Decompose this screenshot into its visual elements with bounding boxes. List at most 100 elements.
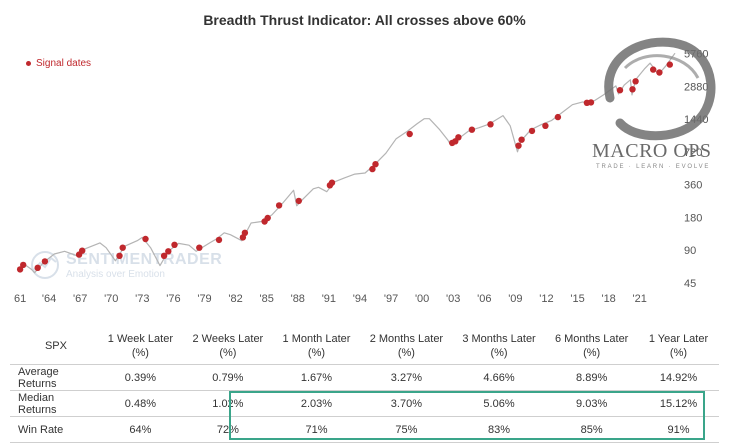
table-row-average-returns: Average Returns 0.39% 0.79% 1.67% 3.27% … [10,364,719,391]
signal-point [275,202,283,209]
x-tick-label: '85 [260,293,274,305]
y-tick-label: 360 [684,180,702,192]
x-tick-label: '03 [446,293,460,305]
signal-point [515,142,522,149]
signal-point [629,86,636,93]
signal-point [369,165,376,173]
x-tick-label: '79 [197,293,211,305]
x-tick-label: '67 [73,293,87,305]
table-cell: 0.39% [97,364,183,391]
table-cell: 3.70% [360,390,453,417]
y-tick-label: 2880 [684,81,708,93]
x-tick-label: '09 [508,293,522,305]
row-label: Win Rate [10,416,98,443]
signal-point [554,113,562,121]
macro-ops-brush-circle-icon [604,37,716,141]
signal-point [372,161,379,168]
x-tick-label: '64 [42,293,56,305]
returns-table: SPX 1 Week Later (%) 2 Weeks Later (%) 1… [10,328,719,443]
signal-point [165,248,172,255]
y-tick-label: 45 [684,278,696,290]
table-cell: 75% [360,416,453,443]
signal-point [34,264,41,271]
x-tick-label: '82 [228,293,242,305]
signal-point [20,261,27,269]
signal-point [171,241,178,248]
table-cell: 85% [545,416,638,443]
signal-point [142,235,149,243]
watermark-tagline: Analysis over Emotion [66,268,165,280]
x-tick-label: '12 [539,293,553,305]
col-header-2w: 2 Weeks Later (%) [182,328,273,365]
watermark-brand: SENTIMENTRADER [66,250,223,268]
y-tick-label: 180 [684,212,702,224]
signal-point [264,214,271,222]
macro-ops-tagline: TRADE · LEARN · EVOLVE [596,164,711,170]
table-cell: 91% [637,416,719,443]
table-cell: 2.03% [272,390,361,417]
col-header-2m: 2 Months Later (%) [360,328,453,365]
x-tick-label: '00 [415,293,429,305]
legend[interactable]: Signal dates [26,58,91,69]
x-axis: 61 '64 '67 '70 '73 '76 '79 '82 '85 '88 '91 '94 '97 '0… [14,293,647,305]
table-cell: 83% [452,416,546,443]
table-cell: 5.06% [452,390,546,417]
signal-point [542,122,549,129]
x-tick-label: '94 [353,293,367,305]
table-cell: 1.67% [272,364,361,391]
signal-point [241,229,249,236]
x-tick-label: '15 [570,293,584,305]
table-header-row: SPX 1 Week Later (%) 2 Weeks Later (%) 1… [10,328,719,365]
legend-label: Signal dates [36,58,92,69]
x-tick-label: '73 [135,293,149,305]
y-tick-label: 90 [684,245,696,257]
signal-point [160,252,168,259]
series-layer [17,52,676,274]
signal-point [468,126,476,133]
table-cell: 4.66% [452,364,546,391]
col-header-1w: 1 Week Later (%) [97,328,183,365]
col-header-1m: 1 Month Later (%) [272,328,361,365]
signal-point [528,127,536,135]
row-label: Median Returns [10,390,98,417]
table-cell: 9.03% [545,390,638,417]
col-header-1y: 1 Year Later (%) [637,328,719,365]
signal-point [656,69,663,76]
table-cell: 71% [272,416,361,443]
col-header-spx: SPX [10,328,98,365]
signal-point [119,244,126,251]
row-label: Average Returns [10,364,98,391]
signal-point [632,78,639,85]
table-cell: 15.12% [637,390,719,417]
table-cell: 1.02% [182,390,273,417]
table-cell: 3.27% [360,364,453,391]
col-header-3m: 3 Months Later (%) [452,328,546,365]
table-row-win-rate: Win Rate 64% 72% 71% 75% 83% 85% 91% [10,416,719,443]
signal-point [487,121,494,128]
spx-price-line [17,52,676,274]
signal-point [587,99,595,106]
chart-area: 61 '64 '67 '70 '73 '76 '79 '82 '85 '88 '91 '94 '97 '0… [14,48,708,305]
table-cell: 64% [97,416,183,443]
col-header-6m: 6 Months Later (%) [545,328,638,365]
y-tick-label: 720 [684,147,702,159]
chart-title: Breadth Thrust Indicator: All crosses ab… [203,12,526,28]
signal-point [196,244,203,251]
x-tick-label: '21 [633,293,647,305]
x-tick-label: '88 [291,293,305,305]
signal-point [406,130,413,138]
signal-point [328,179,336,186]
signal-point [666,61,673,68]
table-row-median-returns: Median Returns 0.48% 1.02% 2.03% 3.70% 5… [10,390,719,417]
x-tick-label: '97 [384,293,398,305]
table-cell: 72% [182,416,273,443]
signal-layer [16,61,673,273]
x-tick-label: '76 [166,293,180,305]
signal-point [616,87,624,94]
signal-point [79,247,86,254]
signal-point [650,66,657,73]
signal-point [455,134,462,141]
macro-ops-name: MACRO OPS [592,140,712,162]
signal-point [116,252,123,259]
table-cell: 8.89% [545,364,638,391]
